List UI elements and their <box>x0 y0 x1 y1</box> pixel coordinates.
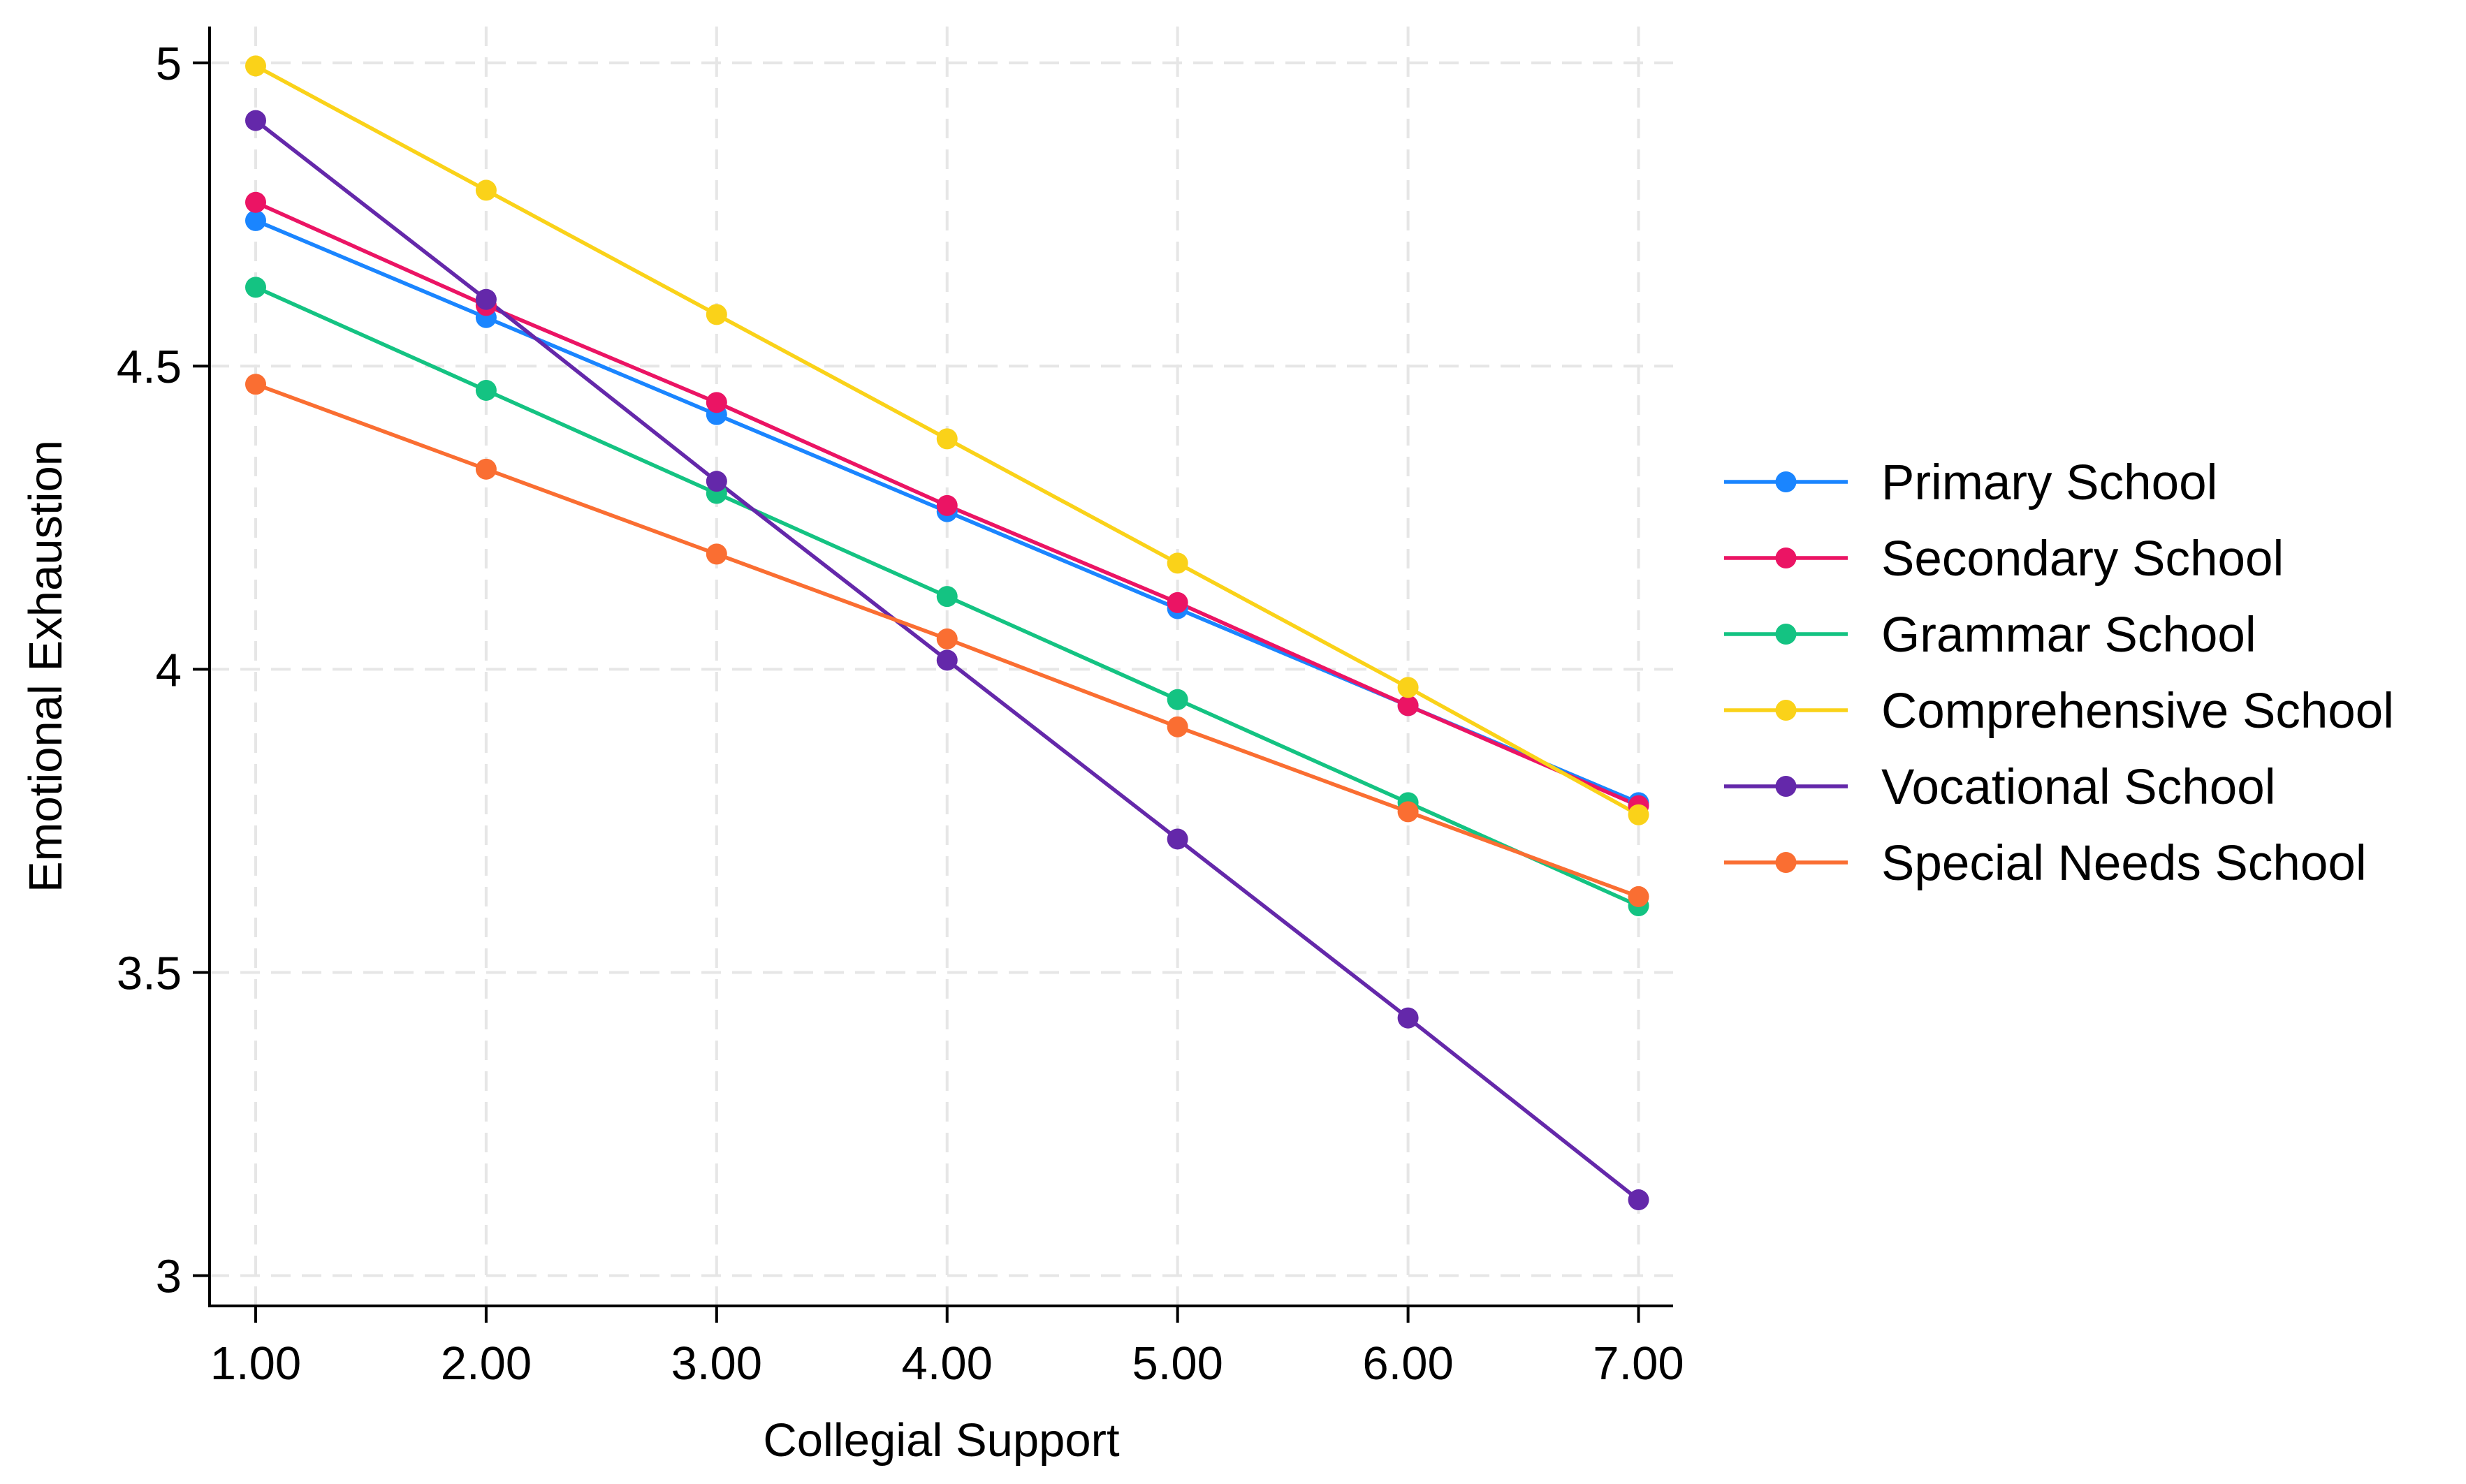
data-point-vocational-school <box>706 471 727 492</box>
data-point-special-needs-school <box>1628 886 1649 907</box>
legend-label: Secondary School <box>1881 531 2284 587</box>
data-point-special-needs-school <box>475 458 497 480</box>
legend-marker <box>1775 548 1797 568</box>
data-point-secondary-school <box>706 392 727 413</box>
data-point-comprehensive-school <box>706 304 727 325</box>
data-point-comprehensive-school <box>475 179 497 201</box>
legend-item-comprehensive-school: Comprehensive School <box>1724 684 2394 739</box>
y-tick-label: 4 <box>156 644 182 696</box>
legend: Primary School Secondary School Grammar Sc… <box>1724 455 2394 891</box>
legend-label: Vocational School <box>1881 760 2275 815</box>
data-point-comprehensive-school <box>1397 677 1419 698</box>
legend-label: Comprehensive School <box>1881 684 2394 739</box>
axes-layer <box>193 27 1673 1323</box>
data-point-secondary-school <box>245 191 266 213</box>
x-tick-label: 1.00 <box>210 1337 301 1390</box>
data-point-grammar-school <box>1167 689 1188 710</box>
legend-item-vocational-school: Vocational School <box>1724 760 2275 815</box>
data-point-special-needs-school <box>1167 716 1188 737</box>
x-tick-label: 4.00 <box>902 1337 993 1390</box>
data-point-special-needs-school <box>936 628 958 649</box>
data-point-special-needs-school <box>1397 801 1419 823</box>
x-tick-label: 3.00 <box>671 1337 762 1390</box>
data-point-secondary-school <box>936 494 958 516</box>
x-tick-label: 5.00 <box>1132 1337 1223 1390</box>
legend-label: Special Needs School <box>1881 836 2367 891</box>
data-point-grammar-school <box>475 379 497 401</box>
data-point-vocational-school <box>1397 1007 1419 1029</box>
legend-item-primary-school: Primary School <box>1724 455 2217 510</box>
data-point-comprehensive-school <box>936 428 958 450</box>
legend-item-grammar-school: Grammar School <box>1724 608 2256 663</box>
data-point-grammar-school <box>245 277 266 298</box>
legend-item-special-needs-school: Special Needs School <box>1724 836 2367 891</box>
legend-marker <box>1775 700 1797 721</box>
tick-label-layer: 1.00 2.00 3.00 4.00 5.00 6.00 7.00 3 3.5 4 4.5 5 <box>117 38 1684 1390</box>
x-tick-label: 6.00 <box>1362 1337 1453 1390</box>
legend-label: Grammar School <box>1881 608 2256 663</box>
data-point-primary-school <box>245 210 266 231</box>
data-point-comprehensive-school <box>1628 804 1649 825</box>
legend-marker <box>1775 624 1797 645</box>
legend-marker <box>1775 776 1797 797</box>
series-layer <box>245 55 1649 1211</box>
data-point-special-needs-school <box>706 543 727 565</box>
data-point-vocational-school <box>936 649 958 671</box>
y-tick-label: 3 <box>156 1251 182 1303</box>
data-point-comprehensive-school <box>245 55 266 77</box>
y-axis-title: Emotional Exhaustion <box>20 440 72 892</box>
data-point-comprehensive-school <box>1167 552 1188 574</box>
legend-marker <box>1775 471 1797 492</box>
data-point-vocational-school <box>475 288 497 310</box>
y-tick-label: 4.5 <box>117 341 182 393</box>
legend-label: Primary School <box>1881 455 2217 510</box>
data-point-secondary-school <box>1397 695 1419 717</box>
y-tick-label: 3.5 <box>117 947 182 999</box>
data-point-grammar-school <box>936 586 958 608</box>
legend-item-secondary-school: Secondary School <box>1724 531 2284 587</box>
legend-marker <box>1775 852 1797 873</box>
data-point-secondary-school <box>1167 592 1188 613</box>
data-point-special-needs-school <box>245 374 266 395</box>
data-point-vocational-school <box>1167 828 1188 850</box>
x-tick-label: 2.00 <box>441 1337 532 1390</box>
x-axis-title: Collegial Support <box>763 1414 1120 1467</box>
x-tick-label: 7.00 <box>1593 1337 1684 1390</box>
y-tick-label: 5 <box>156 38 182 90</box>
data-point-vocational-school <box>1628 1189 1649 1211</box>
data-point-vocational-school <box>245 110 266 131</box>
